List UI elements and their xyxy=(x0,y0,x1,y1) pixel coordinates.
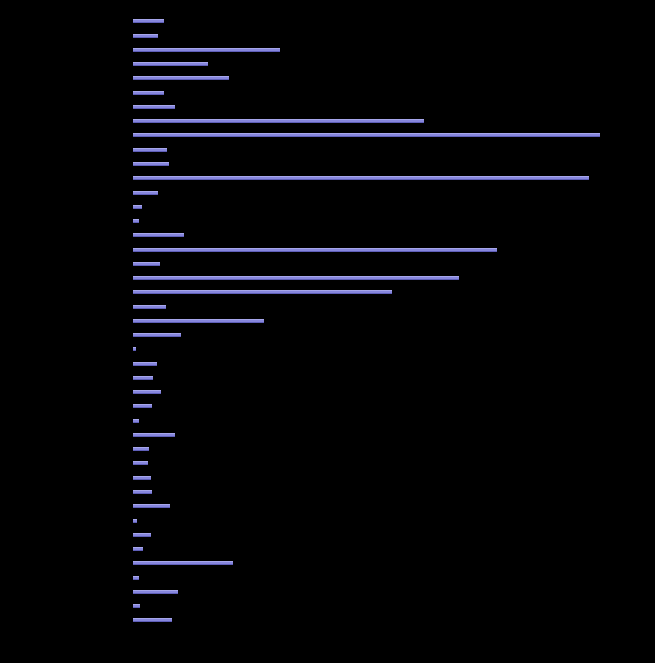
bar xyxy=(133,475,151,480)
bar xyxy=(133,375,153,380)
bar xyxy=(133,589,178,594)
bar xyxy=(133,461,148,466)
bar xyxy=(133,147,167,152)
bar xyxy=(133,575,139,580)
bar xyxy=(133,90,164,95)
bar xyxy=(133,219,139,224)
bar xyxy=(133,204,142,209)
bar xyxy=(133,104,175,109)
bar xyxy=(133,432,175,437)
bar xyxy=(133,76,229,81)
bar xyxy=(133,518,137,523)
bar xyxy=(133,162,169,166)
bar xyxy=(133,119,424,124)
bar xyxy=(133,247,497,252)
bar xyxy=(133,532,151,537)
bar xyxy=(133,47,280,52)
bar xyxy=(133,290,392,295)
bar xyxy=(133,276,459,281)
bar xyxy=(133,318,264,323)
bar xyxy=(133,390,161,395)
bar xyxy=(133,404,152,409)
bar xyxy=(133,347,136,352)
bar xyxy=(133,504,170,509)
bar xyxy=(133,62,208,67)
bar xyxy=(133,19,164,24)
bar xyxy=(133,233,184,238)
bar xyxy=(133,176,589,181)
bar xyxy=(133,618,172,623)
bar xyxy=(133,190,158,195)
bar xyxy=(133,361,157,366)
bar xyxy=(133,333,181,338)
bar xyxy=(133,489,152,494)
bar xyxy=(133,418,139,423)
bar xyxy=(133,561,233,566)
bar xyxy=(133,261,160,266)
bar xyxy=(133,447,149,452)
bar xyxy=(133,604,140,609)
bar xyxy=(133,133,600,138)
bar xyxy=(133,547,143,552)
bar xyxy=(133,304,166,309)
bar xyxy=(133,33,158,38)
